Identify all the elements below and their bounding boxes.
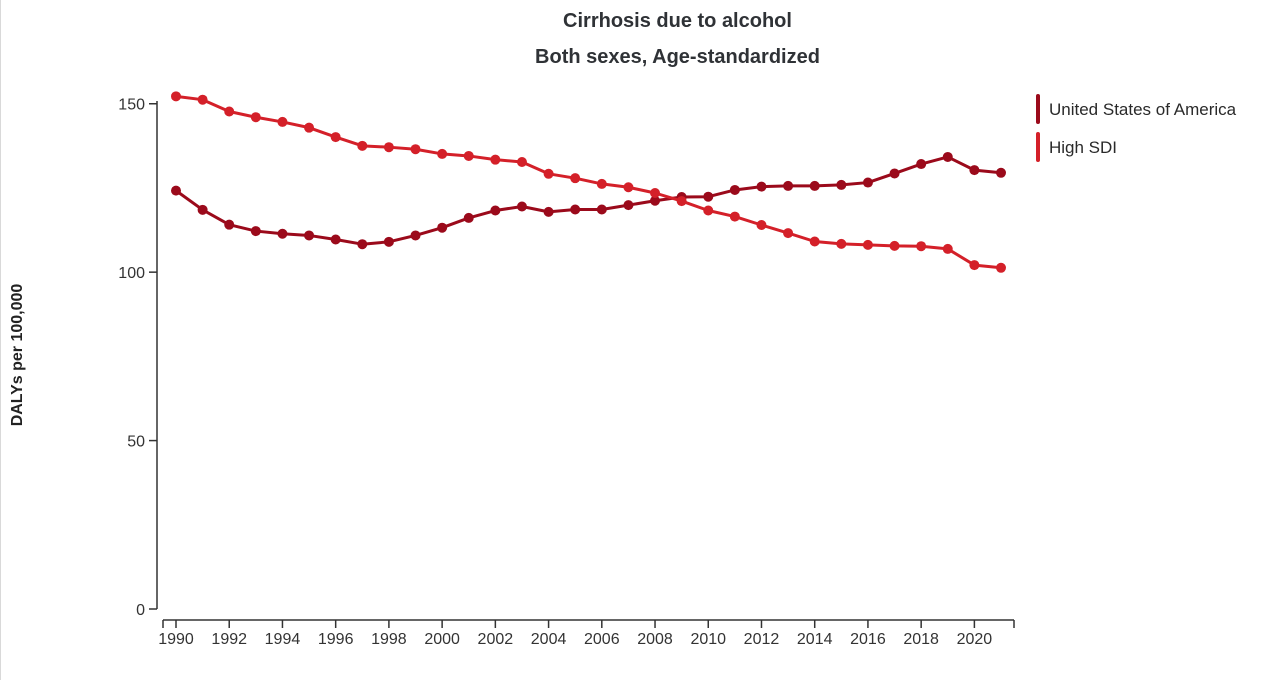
chart-subtitle: Both sexes, Age-standardized xyxy=(535,46,820,68)
data-point-usa xyxy=(783,180,794,191)
x-tick-label: 2018 xyxy=(903,631,939,648)
legend-label-usa: United States of America xyxy=(1049,100,1237,119)
data-point-high-sdi xyxy=(623,182,634,193)
data-point-usa xyxy=(224,219,235,230)
frame-divider xyxy=(0,0,1,680)
data-point-high-sdi xyxy=(942,243,953,254)
data-point-high-sdi xyxy=(996,262,1006,273)
data-point-high-sdi xyxy=(304,122,315,133)
data-point-high-sdi xyxy=(703,205,714,216)
data-point-high-sdi xyxy=(809,236,820,247)
data-point-usa xyxy=(197,204,208,215)
x-tick-label: 2010 xyxy=(690,631,726,648)
y-tick-label: 100 xyxy=(118,265,145,282)
data-point-high-sdi xyxy=(729,211,740,222)
legend-swatch-high-sdi xyxy=(1036,132,1040,162)
data-point-usa xyxy=(490,205,501,216)
data-point-high-sdi xyxy=(330,132,341,143)
x-tick-label: 2004 xyxy=(531,631,567,648)
data-point-usa xyxy=(277,228,288,239)
data-point-high-sdi xyxy=(197,94,208,105)
data-point-usa xyxy=(650,195,661,206)
x-tick-label: 1996 xyxy=(318,631,354,648)
legend-label-high-sdi: High SDI xyxy=(1049,138,1118,157)
y-tick-label: 50 xyxy=(127,434,145,451)
data-point-usa xyxy=(756,181,767,192)
chart-title: Cirrhosis due to alcohol xyxy=(563,10,792,32)
data-point-usa xyxy=(942,151,953,162)
data-point-high-sdi xyxy=(862,239,873,250)
data-point-usa xyxy=(171,185,181,196)
data-point-high-sdi xyxy=(756,220,767,230)
data-point-usa xyxy=(836,179,847,190)
data-point-high-sdi xyxy=(516,157,527,168)
data-point-usa xyxy=(969,165,980,176)
data-point-high-sdi xyxy=(383,142,394,153)
series-line-usa xyxy=(175,155,1002,246)
x-tick-label: 2014 xyxy=(797,631,833,648)
x-tick-label: 1992 xyxy=(211,631,247,648)
data-point-usa xyxy=(330,234,341,245)
data-point-usa xyxy=(570,204,581,215)
data-point-high-sdi xyxy=(969,260,980,271)
data-point-usa xyxy=(437,222,448,233)
x-tick-label: 2020 xyxy=(957,631,993,648)
data-point-high-sdi xyxy=(676,196,687,207)
data-point-high-sdi xyxy=(171,91,181,102)
y-tick-label: 0 xyxy=(136,602,145,619)
data-point-high-sdi xyxy=(783,228,794,239)
data-point-high-sdi xyxy=(543,168,554,179)
data-point-high-sdi xyxy=(596,178,607,189)
data-point-high-sdi xyxy=(437,148,448,159)
x-tick-label: 2000 xyxy=(424,631,460,648)
data-point-usa xyxy=(357,239,368,250)
data-point-usa xyxy=(304,230,315,241)
data-point-usa xyxy=(543,206,554,217)
data-point-high-sdi xyxy=(224,106,235,117)
x-tick-label: 2006 xyxy=(584,631,620,648)
data-point-usa xyxy=(463,212,474,223)
data-point-usa xyxy=(809,180,820,191)
data-point-high-sdi xyxy=(490,154,501,165)
series-line-high-sdi xyxy=(175,94,1002,270)
x-tick-label: 1994 xyxy=(265,631,301,648)
data-point-usa xyxy=(596,204,607,215)
data-point-high-sdi xyxy=(410,144,421,155)
data-point-usa xyxy=(410,230,421,241)
data-point-high-sdi xyxy=(277,116,288,127)
data-point-high-sdi xyxy=(836,238,847,249)
data-point-usa xyxy=(889,168,900,179)
data-point-usa xyxy=(703,191,714,202)
data-point-usa xyxy=(729,184,740,195)
y-tick-label: 150 xyxy=(118,97,145,114)
x-tick-label: 2008 xyxy=(637,631,673,648)
data-point-usa xyxy=(862,177,873,188)
x-tick-label: 1998 xyxy=(371,631,407,648)
data-point-high-sdi xyxy=(650,188,661,198)
data-point-high-sdi xyxy=(570,173,581,184)
x-tick-label: 2012 xyxy=(744,631,780,648)
data-point-high-sdi xyxy=(916,241,927,252)
data-point-high-sdi xyxy=(463,150,474,161)
data-point-usa xyxy=(383,236,394,247)
data-point-high-sdi xyxy=(889,240,900,251)
data-point-usa xyxy=(516,201,527,212)
data-point-usa xyxy=(996,167,1006,178)
data-point-usa xyxy=(916,159,927,170)
x-tick-label: 2002 xyxy=(478,631,514,648)
data-point-high-sdi xyxy=(250,112,261,123)
x-tick-label: 2016 xyxy=(850,631,886,648)
data-point-usa xyxy=(623,200,634,211)
data-point-usa xyxy=(250,226,261,237)
legend-swatch-usa xyxy=(1036,94,1040,124)
data-point-high-sdi xyxy=(357,140,368,151)
x-tick-label: 1990 xyxy=(158,631,194,648)
